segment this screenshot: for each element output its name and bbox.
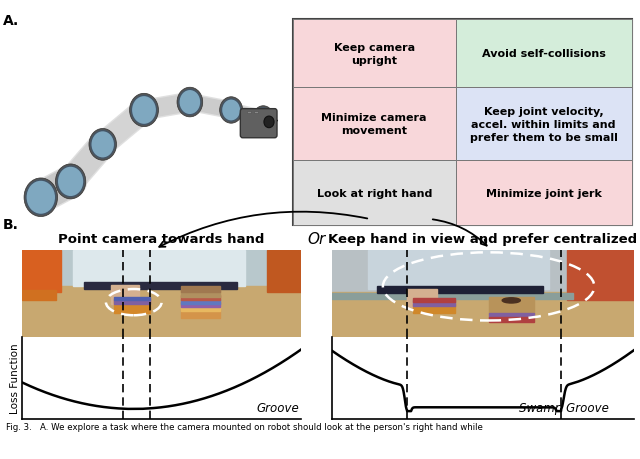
Bar	[181, 290, 220, 297]
Text: Or: Or	[307, 232, 325, 246]
Text: Swamp Groove: Swamp Groove	[519, 402, 609, 414]
Bar	[115, 299, 150, 304]
Bar	[247, 111, 251, 114]
Text: Keep joint velocity,
accel. within limits and
prefer them to be small: Keep joint velocity, accel. within limit…	[470, 107, 618, 142]
FancyBboxPatch shape	[293, 20, 456, 88]
Circle shape	[179, 90, 201, 116]
Bar	[181, 302, 220, 308]
Bar	[488, 317, 534, 323]
FancyBboxPatch shape	[293, 161, 456, 225]
Circle shape	[26, 181, 56, 215]
Text: Point camera towards hand: Point camera towards hand	[58, 233, 265, 246]
Text: A.: A.	[3, 14, 19, 28]
Bar	[332, 292, 634, 337]
Circle shape	[255, 109, 272, 129]
Bar	[22, 250, 301, 289]
Circle shape	[91, 131, 115, 159]
Bar	[181, 309, 220, 318]
Bar	[488, 313, 534, 318]
Bar	[111, 285, 140, 304]
Bar	[407, 290, 437, 307]
Text: Look at right hand: Look at right hand	[317, 188, 432, 198]
Bar	[22, 290, 56, 301]
Circle shape	[58, 167, 84, 197]
Bar	[181, 306, 220, 311]
Bar	[22, 250, 61, 292]
Circle shape	[131, 96, 157, 125]
Bar	[332, 294, 573, 299]
Circle shape	[264, 117, 274, 129]
Circle shape	[502, 298, 520, 303]
Circle shape	[89, 129, 116, 161]
Bar	[115, 297, 150, 301]
Bar	[254, 111, 257, 114]
Bar	[488, 297, 534, 314]
Text: Fig. 3.   A. We explore a task where the camera mounted on robot should look at : Fig. 3. A. We explore a task where the c…	[6, 422, 483, 431]
Circle shape	[220, 97, 243, 124]
Text: Minimize camera
movement: Minimize camera movement	[321, 113, 427, 136]
Text: B.: B.	[3, 218, 19, 232]
FancyBboxPatch shape	[456, 161, 632, 225]
Bar	[413, 301, 456, 306]
Circle shape	[56, 165, 86, 199]
Circle shape	[24, 179, 58, 217]
Text: Keep camera
upright: Keep camera upright	[333, 43, 415, 66]
Y-axis label: Loss Function: Loss Function	[10, 343, 20, 413]
Bar	[413, 298, 456, 302]
Circle shape	[177, 88, 203, 118]
Bar	[268, 250, 301, 292]
Bar	[181, 286, 220, 292]
FancyBboxPatch shape	[456, 88, 632, 161]
Bar	[567, 250, 634, 301]
Bar	[72, 250, 245, 287]
Bar	[115, 301, 150, 313]
Bar	[84, 282, 237, 289]
Circle shape	[129, 94, 159, 127]
FancyBboxPatch shape	[456, 20, 632, 88]
FancyBboxPatch shape	[293, 20, 632, 225]
Bar	[368, 250, 549, 289]
Text: Groove: Groove	[256, 402, 299, 414]
Bar	[332, 250, 634, 294]
FancyBboxPatch shape	[241, 109, 277, 139]
Circle shape	[253, 106, 274, 131]
Bar	[377, 287, 543, 294]
Bar	[22, 287, 301, 337]
Circle shape	[221, 100, 241, 122]
Bar	[181, 299, 220, 304]
Bar	[181, 296, 220, 301]
Text: Keep hand in view and prefer centralized: Keep hand in view and prefer centralized	[328, 233, 637, 246]
Text: Avoid self-collisions: Avoid self-collisions	[482, 49, 605, 59]
Bar	[413, 304, 456, 313]
Text: Minimize joint jerk: Minimize joint jerk	[486, 188, 602, 198]
FancyBboxPatch shape	[293, 88, 456, 161]
